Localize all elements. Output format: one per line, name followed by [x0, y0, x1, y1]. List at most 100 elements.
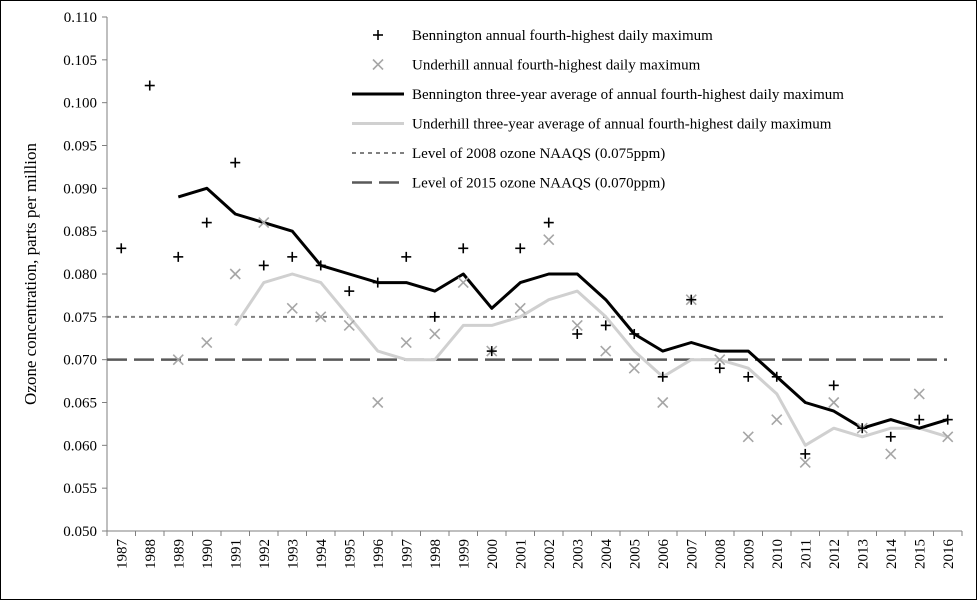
x-tick-label: 1995 [342, 539, 358, 569]
data-point [771, 371, 782, 382]
series-line [177, 186, 949, 430]
x-tick-label: 2009 [741, 539, 757, 569]
data-point [714, 363, 725, 374]
data-point [372, 396, 384, 409]
y-tick-label: 0.105 [63, 53, 97, 69]
data-point [913, 388, 925, 400]
data-point [172, 354, 184, 366]
y-tick-label: 0.080 [63, 267, 97, 283]
data-point [771, 414, 783, 426]
x-tick-label: 1989 [171, 539, 187, 569]
y-tick-label: 0.100 [63, 96, 97, 112]
data-point [372, 277, 383, 288]
x-tick-label: 1994 [314, 539, 330, 570]
data-point [229, 268, 241, 280]
x-tick-label: 1991 [228, 539, 244, 569]
data-point [628, 362, 640, 374]
series-line [234, 272, 949, 447]
y-tick-label: 0.095 [63, 139, 97, 155]
data-point [571, 319, 583, 331]
data-point [600, 320, 611, 331]
data-point [828, 380, 839, 391]
x-tick-label: 1999 [456, 539, 472, 569]
data-point [714, 354, 726, 366]
y-tick-label: 0.060 [63, 438, 97, 454]
x-tick-label: 1993 [285, 539, 301, 569]
legend-entry: Bennington annual fourth-highest daily m… [373, 28, 713, 44]
data-point [315, 311, 327, 323]
legend-label: Level of 2015 ozone NAAQS (0.070ppm) [412, 176, 665, 192]
y-tick-label: 0.065 [63, 396, 97, 412]
x-tick-label: 2000 [485, 539, 501, 569]
x-tick-label: 1990 [200, 539, 216, 569]
data-point [401, 251, 412, 262]
data-point [201, 217, 212, 228]
data-point [742, 431, 754, 443]
legend-label: Level of 2008 ozone NAAQS (0.075ppm) [412, 146, 665, 162]
data-point [543, 217, 554, 228]
y-axis-title: Ozone concentration, parts per million [21, 143, 40, 405]
data-point [344, 286, 355, 297]
x-tick-label: 2002 [542, 539, 558, 569]
data-point [600, 345, 612, 357]
legend-entry: Underhill three-year average of annual f… [352, 117, 832, 133]
data-point [942, 414, 953, 425]
data-point [686, 294, 697, 305]
data-point [657, 371, 668, 382]
legend-label: Underhill annual fourth-highest daily ma… [412, 58, 701, 74]
data-point [400, 336, 412, 349]
data-point [572, 328, 583, 339]
data-point [315, 260, 326, 271]
data-point [828, 396, 840, 409]
x-tick-label: 1988 [143, 539, 159, 569]
y-tick-label: 0.050 [63, 524, 97, 540]
x-tick-label: 2015 [912, 539, 928, 569]
data-point [885, 448, 897, 460]
y-tick-label: 0.085 [63, 224, 97, 240]
data-point [657, 396, 669, 409]
data-point [144, 80, 155, 91]
data-point [429, 311, 440, 322]
x-tick-label: 2012 [827, 539, 843, 569]
data-point [486, 346, 497, 357]
data-point [629, 328, 640, 339]
data-point [543, 234, 555, 246]
data-point [458, 243, 469, 254]
data-point [514, 302, 526, 314]
data-point [857, 423, 868, 434]
legend-entry: Level of 2015 ozone NAAQS (0.070ppm) [352, 176, 665, 192]
x-tick-label: 2014 [884, 539, 900, 570]
legend-label: Bennington three-year average of annual … [412, 87, 844, 103]
x-tick-label: 2007 [684, 539, 700, 570]
data-point [230, 157, 241, 168]
data-point [885, 431, 896, 442]
x-tick-label: 2006 [656, 539, 672, 570]
legend-entry: Bennington three-year average of annual … [352, 87, 844, 103]
data-point [457, 277, 469, 289]
y-tick-label: 0.055 [63, 481, 97, 497]
y-tick-label: 0.090 [63, 181, 97, 197]
legend-entry: Level of 2008 ozone NAAQS (0.075ppm) [352, 146, 665, 162]
x-tick-label: 2005 [627, 539, 643, 569]
data-point [173, 251, 184, 262]
x-tick-label: 1992 [257, 539, 273, 569]
x-tick-label: 2008 [713, 539, 729, 569]
data-point [942, 431, 954, 443]
x-tick-label: 1987 [114, 539, 130, 570]
x-tick-label: 2011 [798, 539, 814, 568]
legend-entry: Underhill annual fourth-highest daily ma… [372, 58, 701, 74]
y-tick-label: 0.070 [63, 353, 97, 369]
data-point [429, 328, 441, 340]
x-tick-label: 2004 [599, 539, 615, 570]
data-point [914, 414, 925, 425]
data-point [287, 251, 298, 262]
legend-label: Underhill three-year average of annual f… [412, 117, 832, 133]
x-tick-label: 1998 [428, 539, 444, 569]
data-point [116, 243, 127, 254]
data-point [743, 371, 754, 382]
data-point [258, 260, 269, 271]
x-tick-label: 2001 [513, 539, 529, 569]
data-point [286, 302, 298, 314]
